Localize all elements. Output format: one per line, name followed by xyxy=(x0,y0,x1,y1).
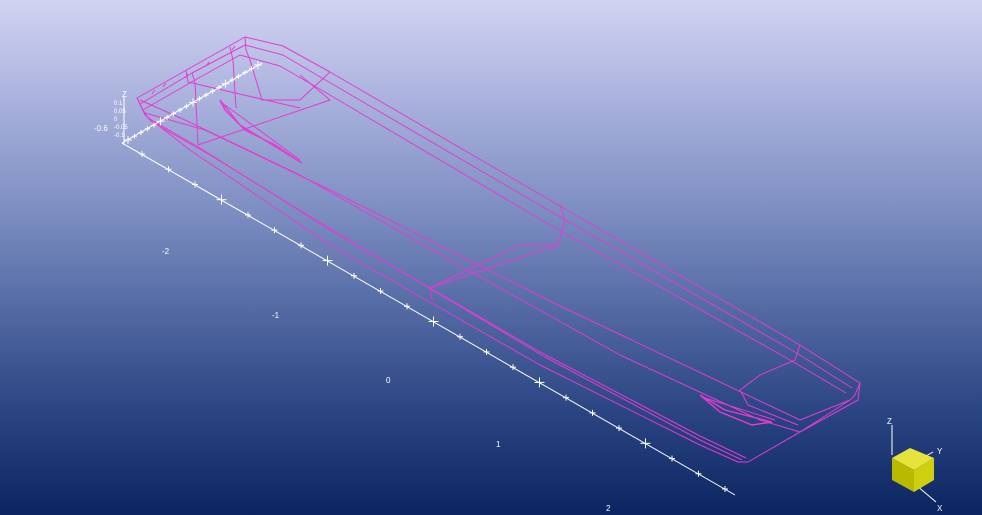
nav-cube-y-label: Y xyxy=(937,447,943,456)
nav-cube-x-label: X xyxy=(937,504,943,513)
hull-bottom-line-3 xyxy=(139,99,801,433)
z-tick-label: -0.05 xyxy=(114,125,128,131)
z-axis-label: Z xyxy=(122,90,127,99)
nav-cube-right-face[interactable] xyxy=(914,458,934,492)
x-axis: -2 -1 0 1 2 xyxy=(121,142,736,513)
nav-cube-left-face[interactable] xyxy=(892,458,914,492)
hull-bottom-line-1 xyxy=(147,117,747,459)
hull-keel-line xyxy=(144,112,851,421)
hull-station-1 xyxy=(191,72,331,146)
x-axis-line xyxy=(121,142,736,496)
hull-wireframe[interactable] xyxy=(136,36,861,463)
x-tick-label: 0 xyxy=(386,376,391,385)
y-axis-ticks xyxy=(124,61,262,144)
nav-cube-z-label: Z xyxy=(887,417,892,426)
z-tick-label: 0.1 xyxy=(114,101,123,107)
y-axis: -0.6 xyxy=(94,61,263,144)
hull-station-2 xyxy=(244,36,331,101)
x-tick-label: -2 xyxy=(162,247,170,256)
hull-deck-beam-2 xyxy=(229,46,237,109)
hull-chine-line-1 xyxy=(139,44,853,389)
hull-station-mid-bottom xyxy=(429,244,560,289)
x-tick-label: -1 xyxy=(272,311,280,320)
hull-spray-rail-fwd xyxy=(699,394,773,426)
hull-deck-beam-1 xyxy=(185,69,301,109)
z-axis: Z 0.1 0.05 0 -0.05 -0.1 xyxy=(114,90,128,145)
hull-spray-rail-aft-inner xyxy=(224,104,301,161)
hull-chine-line-2 xyxy=(142,54,847,394)
nav-cube-top-face[interactable] xyxy=(892,448,934,470)
hull-station-mid xyxy=(429,205,566,301)
nav-cube-widget[interactable]: Z Y X xyxy=(887,417,943,513)
hull-station-bow xyxy=(739,344,801,426)
hull-bow-stem xyxy=(799,382,861,433)
hull-spray-rail-aft xyxy=(219,99,303,164)
x-tick-label: 2 xyxy=(606,504,611,513)
hull-bottom-line-2 xyxy=(151,121,743,461)
x-axis-ticks xyxy=(139,151,728,492)
hull-spray-rail-fwd-inner xyxy=(704,397,776,421)
z-tick-label: 0.05 xyxy=(114,109,126,115)
y-axis-end-label: -0.6 xyxy=(94,124,108,133)
x-tick-label: 1 xyxy=(496,440,501,449)
hull-sheer-line xyxy=(136,36,861,463)
z-tick-label: 0 xyxy=(114,117,118,123)
hull-transom-marks xyxy=(151,45,236,95)
hull-station-stern xyxy=(136,97,153,123)
z-tick-label: -0.1 xyxy=(114,133,125,139)
